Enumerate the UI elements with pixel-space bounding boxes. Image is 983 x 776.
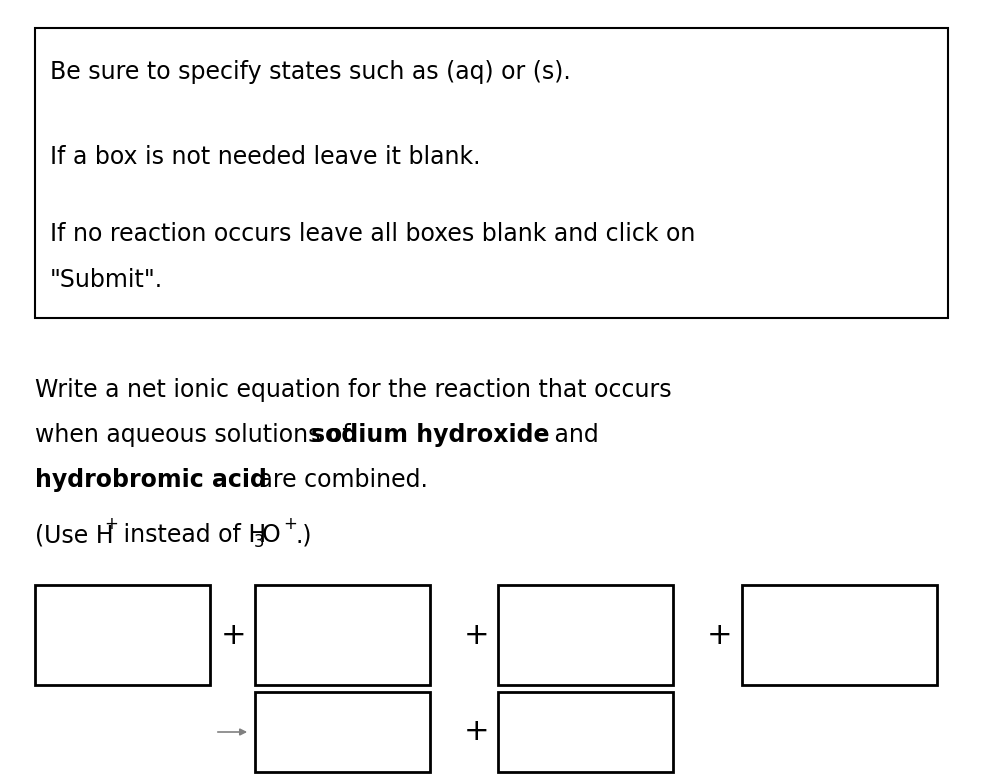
Text: and: and (547, 423, 599, 447)
Bar (498, 692, 673, 772)
Text: when aqueous solutions of: when aqueous solutions of (35, 423, 358, 447)
Text: Be sure to specify states such as (aq) or (s).: Be sure to specify states such as (aq) o… (50, 60, 571, 84)
Text: +: + (221, 621, 247, 650)
Text: sodium hydroxide: sodium hydroxide (311, 423, 549, 447)
Text: are combined.: are combined. (251, 468, 428, 492)
Bar (255, 692, 430, 772)
Text: O: O (262, 523, 281, 547)
Text: +: + (464, 718, 490, 747)
Text: Write a net ionic equation for the reaction that occurs: Write a net ionic equation for the react… (35, 378, 671, 402)
Text: +: + (104, 515, 118, 533)
Bar (498, 585, 673, 685)
Bar (255, 585, 430, 685)
Text: +: + (283, 515, 297, 533)
Text: +: + (464, 621, 490, 650)
Text: If a box is not needed leave it blank.: If a box is not needed leave it blank. (50, 145, 481, 169)
Text: If no reaction occurs leave all boxes blank and click on: If no reaction occurs leave all boxes bl… (50, 222, 695, 246)
Text: instead of H: instead of H (116, 523, 266, 547)
Bar (35, 28, 948, 318)
Bar (742, 585, 937, 685)
Text: +: + (707, 621, 732, 650)
Text: hydrobromic acid: hydrobromic acid (35, 468, 266, 492)
Text: .): .) (295, 523, 312, 547)
Text: (Use H: (Use H (35, 523, 114, 547)
Text: "Submit".: "Submit". (50, 268, 163, 292)
Text: 3: 3 (254, 533, 264, 551)
Bar (35, 585, 210, 685)
